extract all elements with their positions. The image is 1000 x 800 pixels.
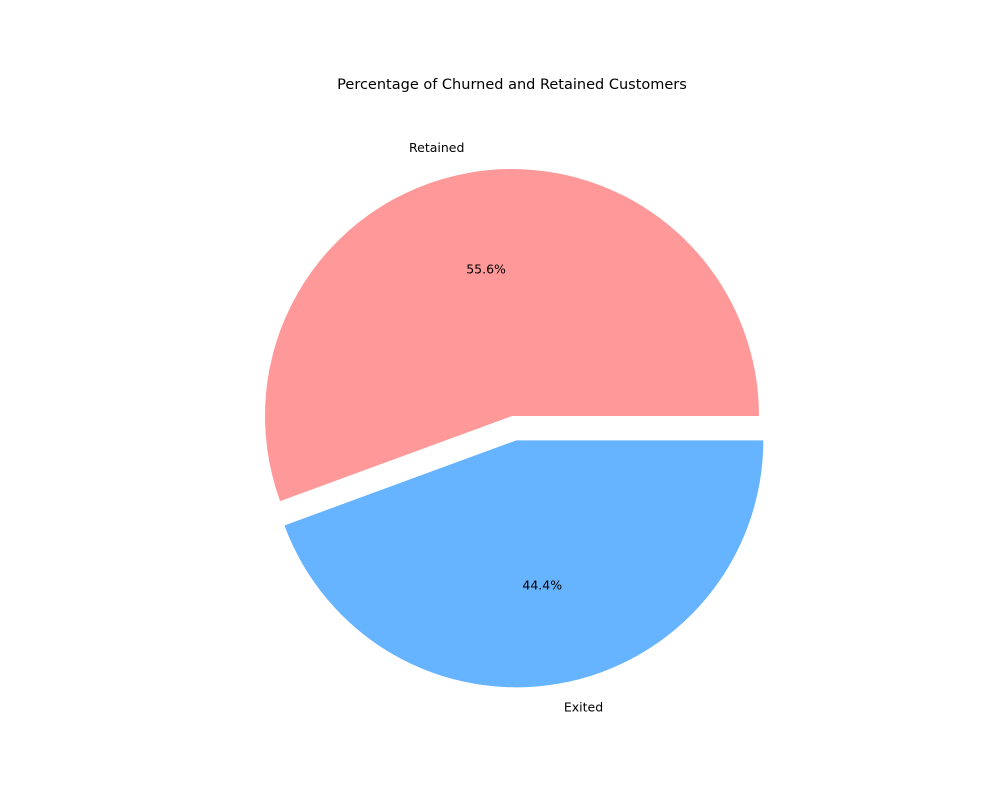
chart-title: Percentage of Churned and Retained Custo… (337, 77, 687, 93)
slice-label-exited: Exited (564, 699, 603, 714)
slice-label-retained: Retained (409, 140, 464, 155)
slice-percent-exited: 44.4% (522, 578, 562, 593)
slice-percent-retained: 55.6% (466, 262, 506, 277)
pie-slice-exited (284, 440, 764, 688)
pie-labels: Retained 55.6% Exited 44.4% (409, 140, 603, 714)
pie-slice-retained (264, 168, 759, 502)
pie-slices (264, 168, 764, 688)
